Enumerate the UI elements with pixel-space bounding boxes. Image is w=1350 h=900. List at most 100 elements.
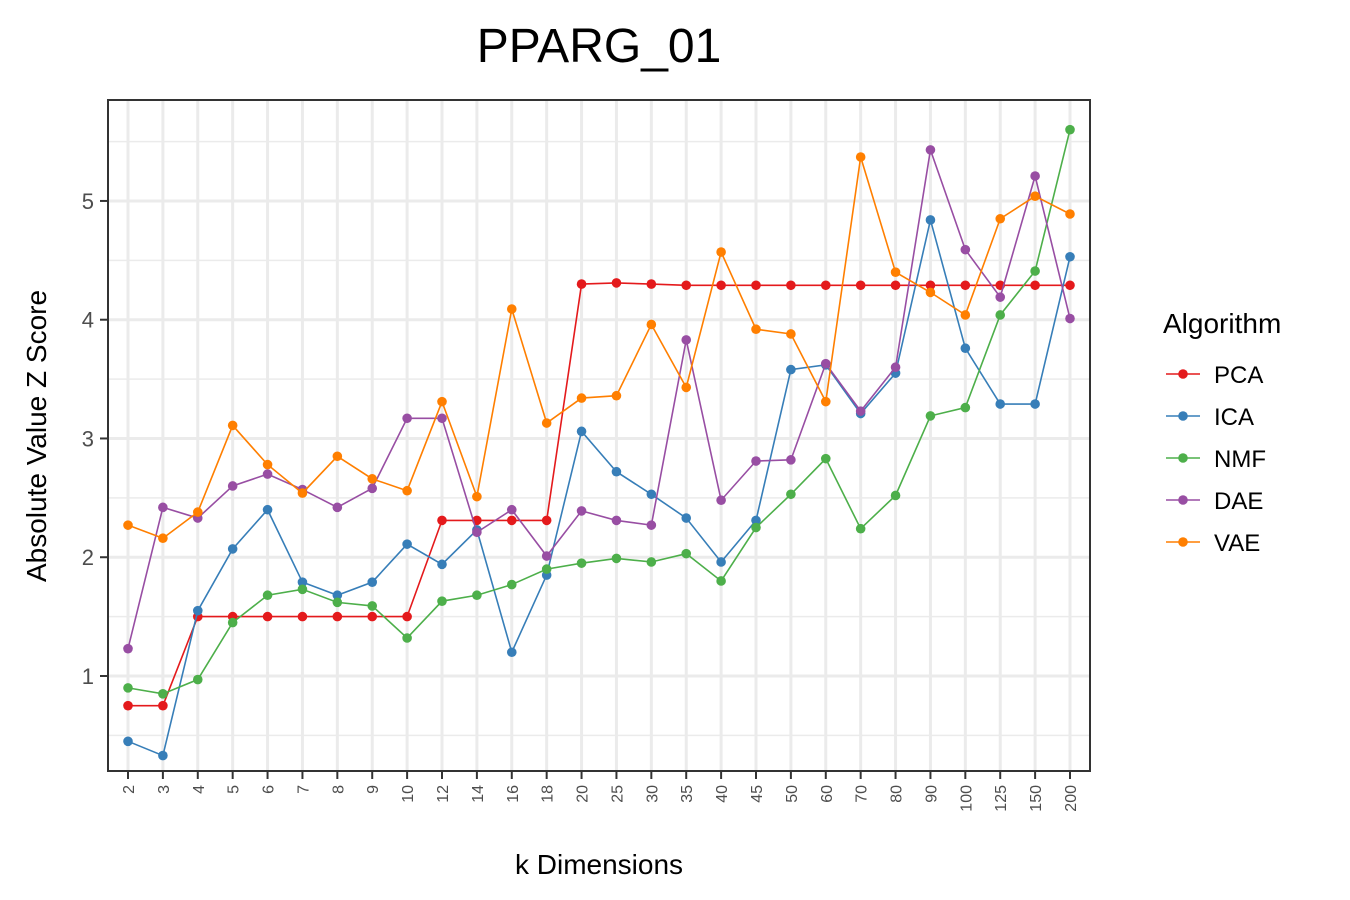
- data-point-dae: [611, 515, 622, 526]
- x-tick-label: 70: [854, 785, 871, 803]
- data-point-ica: [332, 590, 343, 601]
- x-tick-label: 14: [470, 785, 487, 803]
- x-tick-label: 30: [644, 785, 661, 803]
- data-point-nmf: [541, 564, 552, 574]
- x-tick-label: 100: [958, 785, 975, 812]
- data-point-dae: [890, 362, 901, 373]
- data-point-ica: [995, 399, 1006, 409]
- series-line-nmf: [127, 129, 1071, 695]
- data-point-vae: [960, 310, 971, 320]
- data-point-ica: [158, 750, 168, 761]
- series-nmf: [123, 124, 1075, 699]
- data-point-nmf: [1065, 124, 1075, 135]
- data-point-nmf: [751, 522, 761, 533]
- data-point-nmf: [367, 601, 378, 611]
- data-point-dae: [1030, 171, 1040, 181]
- data-point-nmf: [1030, 266, 1040, 276]
- data-point-dae: [681, 335, 692, 345]
- data-point-vae: [1065, 209, 1075, 219]
- legend-label-pca: PCA: [1214, 362, 1263, 389]
- data-point-dae: [786, 455, 796, 465]
- data-point-nmf: [506, 579, 517, 590]
- chart-title: PPARG_01: [477, 20, 722, 73]
- data-point-pca: [367, 611, 378, 622]
- legend-item-pca: PCA: [1166, 362, 1263, 389]
- data-point-ica: [1030, 399, 1040, 409]
- x-tick-label: 5: [226, 785, 243, 794]
- data-point-ica: [751, 515, 761, 526]
- legend-item-ica: ICA: [1166, 404, 1254, 431]
- data-point-pca: [158, 700, 168, 711]
- data-point-ica: [960, 343, 971, 354]
- x-tick-label: 8: [330, 785, 347, 794]
- data-point-vae: [227, 420, 238, 431]
- legend-label-dae: DAE: [1214, 488, 1263, 515]
- series-line-ica: [127, 219, 1071, 757]
- data-point-ica: [611, 466, 622, 477]
- series-pca: [123, 278, 1075, 711]
- data-point-vae: [716, 247, 726, 257]
- data-point-nmf: [437, 596, 447, 606]
- data-point-dae: [716, 495, 726, 506]
- data-point-pca: [890, 280, 901, 291]
- x-tick-label: 150: [1028, 785, 1045, 812]
- legend-item-vae: VAE: [1166, 530, 1260, 557]
- data-point-vae: [506, 304, 517, 314]
- data-point-nmf: [192, 674, 203, 685]
- y-tick-label: 5: [82, 189, 94, 214]
- data-point-pca: [332, 611, 343, 622]
- legend-label-vae: VAE: [1214, 530, 1260, 557]
- data-point-vae: [367, 474, 378, 484]
- y-axis: 1 2 3 4 5: [82, 189, 108, 689]
- x-tick-label: 60: [819, 785, 836, 803]
- legend-title: Algorithm: [1163, 308, 1281, 339]
- data-point-ica: [925, 215, 936, 225]
- data-point-dae: [1065, 313, 1075, 324]
- x-tick-label: 90: [923, 785, 940, 803]
- data-point-nmf: [332, 597, 343, 608]
- data-point-vae: [437, 396, 447, 407]
- data-point-pca: [611, 278, 622, 288]
- data-point-ica: [227, 544, 238, 554]
- data-point-vae: [192, 507, 203, 517]
- data-point-nmf: [855, 523, 866, 534]
- x-tick-label: 12: [435, 785, 452, 803]
- data-point-ica: [192, 605, 203, 616]
- data-point-nmf: [716, 576, 726, 586]
- data-point-dae: [402, 413, 412, 424]
- data-point-dae: [960, 244, 971, 255]
- data-point-nmf: [646, 557, 657, 567]
- data-point-pca: [297, 611, 308, 622]
- legend: Algorithm PCA ICA NMF DAE VAE: [1163, 308, 1281, 557]
- data-point-vae: [681, 382, 692, 393]
- data-point-pca: [925, 280, 936, 291]
- data-point-dae: [332, 502, 343, 513]
- data-point-vae: [576, 393, 587, 403]
- x-tick-label: 10: [400, 785, 417, 803]
- data-point-pca: [751, 280, 761, 291]
- x-tick-label: 200: [1063, 785, 1080, 812]
- legend-key-point: [1178, 411, 1188, 421]
- x-tick-label: 125: [993, 785, 1010, 812]
- data-point-nmf: [786, 489, 796, 500]
- data-point-vae: [123, 520, 133, 530]
- data-point-dae: [855, 406, 866, 416]
- data-point-nmf: [227, 617, 238, 628]
- data-point-nmf: [472, 590, 482, 601]
- y-tick-label: 3: [82, 426, 94, 451]
- data-point-pca: [786, 280, 796, 291]
- x-tick-label: 6: [261, 785, 278, 794]
- y-tick-label: 1: [82, 664, 94, 689]
- data-point-nmf: [925, 411, 936, 421]
- data-point-nmf: [158, 689, 168, 699]
- data-point-pca: [1030, 280, 1040, 291]
- data-point-ica: [297, 577, 308, 587]
- series-line-vae: [127, 156, 1071, 540]
- x-tick-label: 3: [156, 785, 173, 794]
- data-point-pca: [123, 700, 133, 711]
- data-point-nmf: [681, 548, 692, 559]
- y-tick-label: 4: [82, 308, 94, 333]
- data-point-dae: [541, 551, 552, 561]
